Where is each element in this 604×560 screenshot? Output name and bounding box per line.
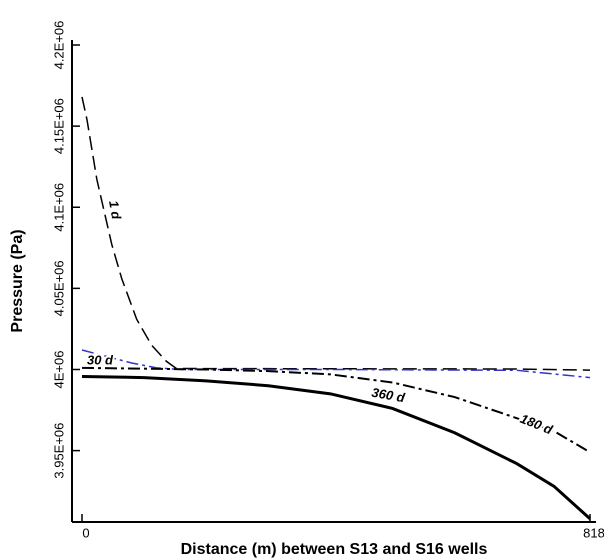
series-label: 360 d [371,385,407,406]
series-label: 180 d [518,411,555,438]
y-tick-label: 4.05E+06 [51,260,66,316]
y-axis-title: Pressure (Pa) [9,229,26,332]
y-tick-label: 4.15E+06 [51,98,66,154]
y-tick-label: 4.2E+06 [51,21,66,70]
y-tick-label: 4.1E+06 [51,183,66,232]
series-line [81,349,591,379]
y-tick-label: 3.95E+06 [51,423,66,479]
series-label: 30 d [87,352,114,367]
series-line [81,96,591,371]
series-line [81,374,592,520]
series-label: 1 d [106,199,124,221]
series-line [81,366,591,454]
x-axis-title: Distance (m) between S13 and S16 wells [181,541,488,558]
x-tick-label: 0 [82,525,89,540]
y-tick-label: 4E+06 [51,351,66,389]
x-tick-label: 818 [583,525,604,540]
